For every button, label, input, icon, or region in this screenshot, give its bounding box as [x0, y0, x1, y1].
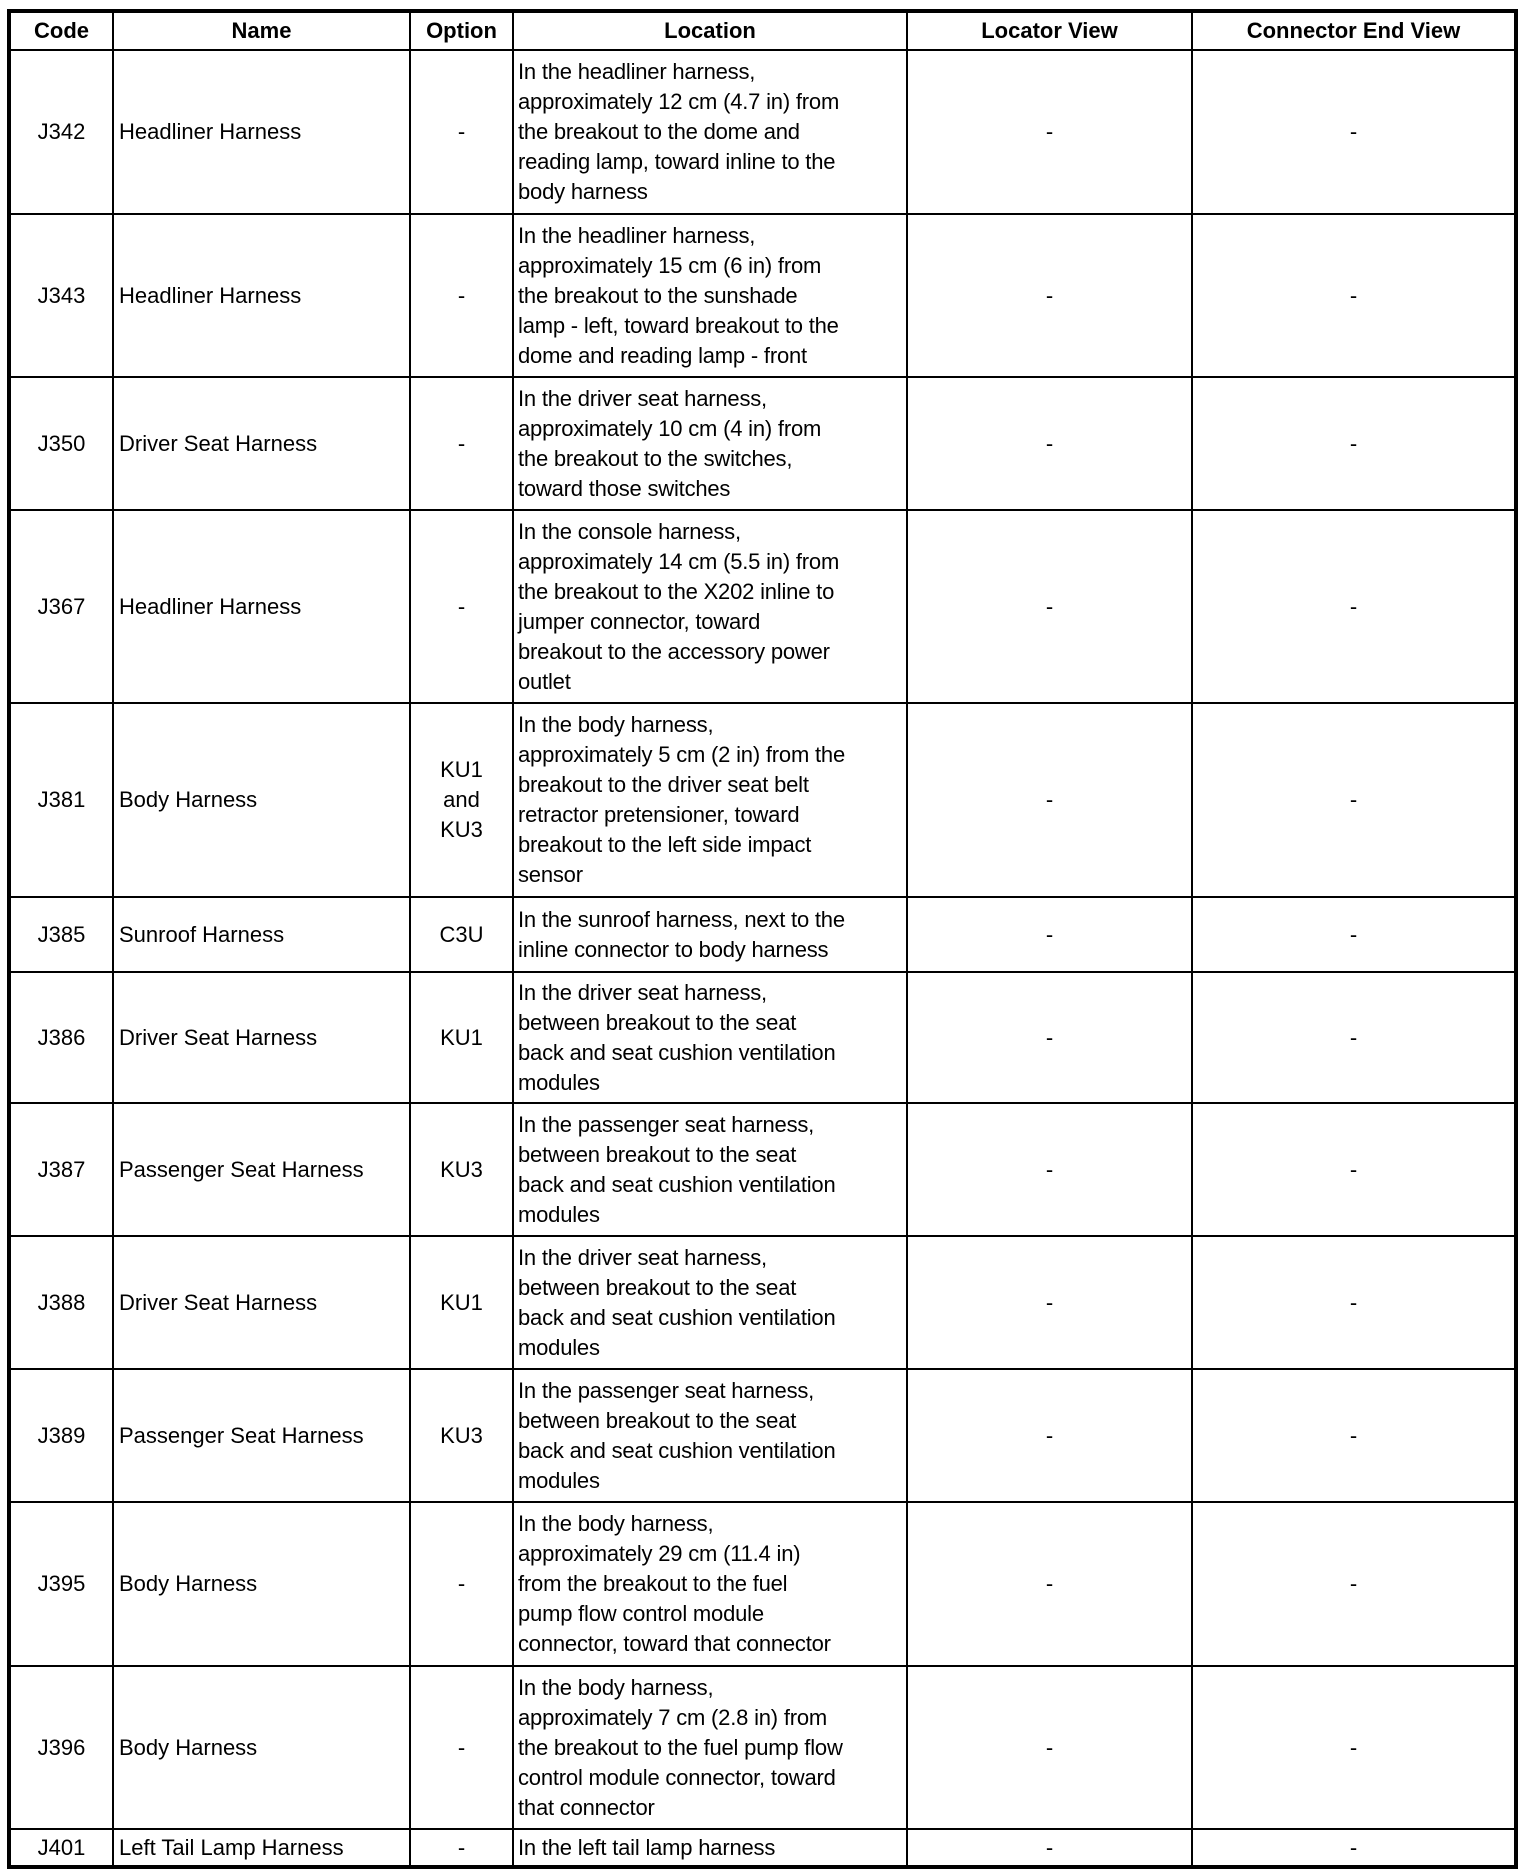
cell-connector-end-view: -	[1191, 971, 1517, 1104]
header-locator-view: Locator View	[906, 10, 1193, 51]
cell-name: Passenger Seat Harness	[112, 1368, 411, 1503]
cell-option: KU1 and KU3	[409, 702, 514, 898]
cell-option: -	[409, 1828, 514, 1868]
cell-name: Headliner Harness	[112, 49, 411, 215]
table-row: J395 Body Harness - In the body harness, ap…	[8, 1501, 1517, 1667]
cell-code: J388	[8, 1235, 114, 1370]
cell-code: J386	[8, 971, 114, 1104]
cell-connector-end-view: -	[1191, 49, 1517, 215]
cell-location: In the console harness, approximately 14…	[512, 509, 908, 704]
cell-name: Driver Seat Harness	[112, 376, 411, 511]
cell-name: Headliner Harness	[112, 509, 411, 704]
cell-code: J367	[8, 509, 114, 704]
cell-option: C3U	[409, 896, 514, 973]
cell-connector-end-view: -	[1191, 213, 1517, 378]
cell-location: In the driver seat harness, between brea…	[512, 971, 908, 1104]
table-row: J385 Sunroof Harness C3U In the sunroof har…	[8, 896, 1517, 973]
cell-name: Sunroof Harness	[112, 896, 411, 973]
table-row: J396 Body Harness - In the body harness, ap…	[8, 1665, 1517, 1830]
cell-locator-view: -	[906, 49, 1193, 215]
cell-connector-end-view: -	[1191, 1368, 1517, 1503]
table-row: J388 Driver Seat Harness KU1 In the driver …	[8, 1235, 1517, 1370]
cell-name: Passenger Seat Harness	[112, 1102, 411, 1237]
cell-connector-end-view: -	[1191, 509, 1517, 704]
connector-table: Code Name Option Location Locator View C…	[7, 9, 1518, 1869]
cell-locator-view: -	[906, 896, 1193, 973]
table-row: J342 Headliner Harness - In the headliner h…	[8, 49, 1517, 215]
cell-option: -	[409, 376, 514, 511]
cell-name: Driver Seat Harness	[112, 971, 411, 1104]
cell-locator-view: -	[906, 1665, 1193, 1830]
header-row: Code Name Option Location Locator View C…	[8, 10, 1517, 51]
cell-name: Body Harness	[112, 1665, 411, 1830]
cell-location: In the headliner harness, approximately …	[512, 49, 908, 215]
table-row: J350 Driver Seat Harness - In the driver se…	[8, 376, 1517, 511]
cell-connector-end-view: -	[1191, 702, 1517, 898]
cell-code: J387	[8, 1102, 114, 1237]
table-row: J367 Headliner Harness - In the console har…	[8, 509, 1517, 704]
cell-name: Driver Seat Harness	[112, 1235, 411, 1370]
cell-location: In the sunroof harness, next to the inli…	[512, 896, 908, 973]
cell-connector-end-view: -	[1191, 1501, 1517, 1667]
cell-code: J395	[8, 1501, 114, 1667]
cell-option: -	[409, 1501, 514, 1667]
cell-code: J385	[8, 896, 114, 973]
cell-option: KU3	[409, 1102, 514, 1237]
cell-locator-view: -	[906, 376, 1193, 511]
cell-locator-view: -	[906, 971, 1193, 1104]
header-location: Location	[512, 10, 908, 51]
table-row: J381 Body Harness KU1 and KU3 In the body h…	[8, 702, 1517, 898]
table-row: J386 Driver Seat Harness KU1 In the driver …	[8, 971, 1517, 1104]
cell-locator-view: -	[906, 1828, 1193, 1868]
cell-code: J343	[8, 213, 114, 378]
cell-locator-view: -	[906, 213, 1193, 378]
cell-code: J350	[8, 376, 114, 511]
cell-locator-view: -	[906, 1235, 1193, 1370]
cell-code: J389	[8, 1368, 114, 1503]
cell-locator-view: -	[906, 509, 1193, 704]
cell-name: Left Tail Lamp Harness	[112, 1828, 411, 1868]
cell-location: In the body harness, approximately 29 cm…	[512, 1501, 908, 1667]
cell-option: KU3	[409, 1368, 514, 1503]
cell-location: In the passenger seat harness, between b…	[512, 1368, 908, 1503]
cell-connector-end-view: -	[1191, 1235, 1517, 1370]
header-option: Option	[409, 10, 514, 51]
table-row: J387 Passenger Seat Harness KU3 In the pass…	[8, 1102, 1517, 1237]
cell-option: -	[409, 49, 514, 215]
cell-code: J401	[8, 1828, 114, 1868]
cell-location: In the headliner harness, approximately …	[512, 213, 908, 378]
table-row: J401 Left Tail Lamp Harness - In the left t…	[8, 1828, 1517, 1868]
cell-option: KU1	[409, 971, 514, 1104]
cell-name: Body Harness	[112, 1501, 411, 1667]
cell-option: KU1	[409, 1235, 514, 1370]
cell-locator-view: -	[906, 1501, 1193, 1667]
cell-connector-end-view: -	[1191, 1102, 1517, 1237]
table-row: J389 Passenger Seat Harness KU3 In the pass…	[8, 1368, 1517, 1503]
header-connector-end-view: Connector End View	[1191, 10, 1517, 51]
table-row: J343 Headliner Harness - In the headliner h…	[8, 213, 1517, 378]
cell-connector-end-view: -	[1191, 376, 1517, 511]
header-name: Name	[112, 10, 411, 51]
cell-location: In the body harness, approximately 5 cm …	[512, 702, 908, 898]
cell-connector-end-view: -	[1191, 1828, 1517, 1868]
cell-location: In the passenger seat harness, between b…	[512, 1102, 908, 1237]
cell-locator-view: -	[906, 1102, 1193, 1237]
header-code: Code	[8, 10, 114, 51]
cell-option: -	[409, 213, 514, 378]
cell-locator-view: -	[906, 1368, 1193, 1503]
cell-name: Body Harness	[112, 702, 411, 898]
cell-option: -	[409, 509, 514, 704]
cell-code: J342	[8, 49, 114, 215]
cell-location: In the left tail lamp harness	[512, 1828, 908, 1868]
cell-connector-end-view: -	[1191, 896, 1517, 973]
cell-location: In the body harness, approximately 7 cm …	[512, 1665, 908, 1830]
cell-code: J396	[8, 1665, 114, 1830]
cell-location: In the driver seat harness, approximatel…	[512, 376, 908, 511]
cell-code: J381	[8, 702, 114, 898]
cell-option: -	[409, 1665, 514, 1830]
cell-name: Headliner Harness	[112, 213, 411, 378]
cell-location: In the driver seat harness, between brea…	[512, 1235, 908, 1370]
cell-locator-view: -	[906, 702, 1193, 898]
cell-connector-end-view: -	[1191, 1665, 1517, 1830]
